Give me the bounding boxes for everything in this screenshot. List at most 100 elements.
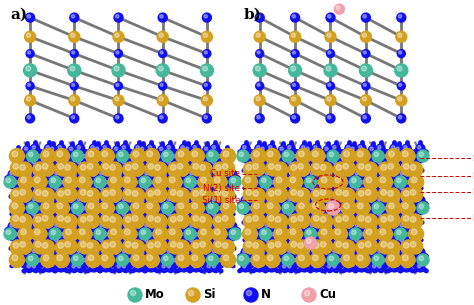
Circle shape [257,225,261,228]
Circle shape [354,237,363,246]
Circle shape [328,264,331,268]
Circle shape [215,163,224,171]
Circle shape [182,173,185,177]
Circle shape [268,191,274,196]
Circle shape [302,210,306,213]
Circle shape [40,240,55,255]
Circle shape [336,205,345,214]
Circle shape [113,95,124,106]
Circle shape [224,232,228,236]
Circle shape [355,187,358,190]
Circle shape [72,150,83,162]
Circle shape [345,263,354,272]
Circle shape [246,242,252,247]
Circle shape [246,290,252,296]
Circle shape [278,216,282,219]
Circle shape [158,246,161,249]
Circle shape [401,240,416,255]
Circle shape [292,257,301,266]
Circle shape [49,261,58,271]
Circle shape [168,162,183,177]
Circle shape [255,114,264,123]
Circle shape [197,187,212,202]
Circle shape [399,170,408,179]
Circle shape [113,194,116,197]
Circle shape [259,261,268,271]
Circle shape [73,204,78,209]
Circle shape [118,225,121,228]
Circle shape [117,202,128,214]
Circle shape [248,206,251,210]
Circle shape [340,188,355,203]
Circle shape [290,31,301,42]
Circle shape [65,165,71,170]
Circle shape [10,161,25,176]
Circle shape [299,255,304,261]
Circle shape [378,187,393,202]
Circle shape [304,198,313,206]
Circle shape [374,173,377,177]
Circle shape [343,149,352,158]
Circle shape [89,188,98,198]
Circle shape [314,220,318,224]
Circle shape [71,171,80,181]
Circle shape [419,204,424,209]
Circle shape [72,83,75,86]
Circle shape [244,288,258,302]
Circle shape [45,220,48,224]
Circle shape [193,231,202,240]
Circle shape [396,236,399,239]
Circle shape [122,227,137,242]
Circle shape [334,182,343,192]
Circle shape [100,240,115,255]
Circle shape [266,240,281,255]
Circle shape [397,114,406,123]
Circle shape [56,144,65,153]
Circle shape [173,177,176,180]
Circle shape [193,242,199,248]
Circle shape [413,246,417,249]
Circle shape [366,175,375,184]
Circle shape [103,231,112,240]
Circle shape [390,144,399,153]
Circle shape [150,232,153,236]
Circle shape [60,260,63,263]
Circle shape [90,144,99,153]
Circle shape [158,145,167,155]
Circle shape [107,187,122,202]
Circle shape [13,179,22,188]
Circle shape [73,152,78,157]
Circle shape [126,257,135,266]
Circle shape [105,151,108,154]
Circle shape [320,242,326,247]
Circle shape [36,257,45,266]
Circle shape [326,201,340,215]
Circle shape [410,189,416,195]
Circle shape [43,149,52,158]
Circle shape [358,240,367,249]
Circle shape [291,171,294,175]
Circle shape [134,167,143,176]
Circle shape [413,194,417,197]
Circle shape [370,251,373,254]
Circle shape [147,167,156,176]
Circle shape [55,209,64,217]
Circle shape [180,196,188,205]
Circle shape [392,225,396,228]
Circle shape [179,151,182,154]
Circle shape [250,161,265,176]
Circle shape [123,239,138,254]
Circle shape [268,167,277,176]
Circle shape [282,202,294,214]
Circle shape [282,150,294,162]
Circle shape [314,264,317,268]
Circle shape [310,239,314,242]
Circle shape [136,249,139,253]
Circle shape [125,189,131,195]
Circle shape [247,164,250,167]
Circle shape [145,149,159,163]
Circle shape [402,196,411,205]
Circle shape [102,210,106,213]
Circle shape [165,144,174,153]
Circle shape [401,161,416,176]
